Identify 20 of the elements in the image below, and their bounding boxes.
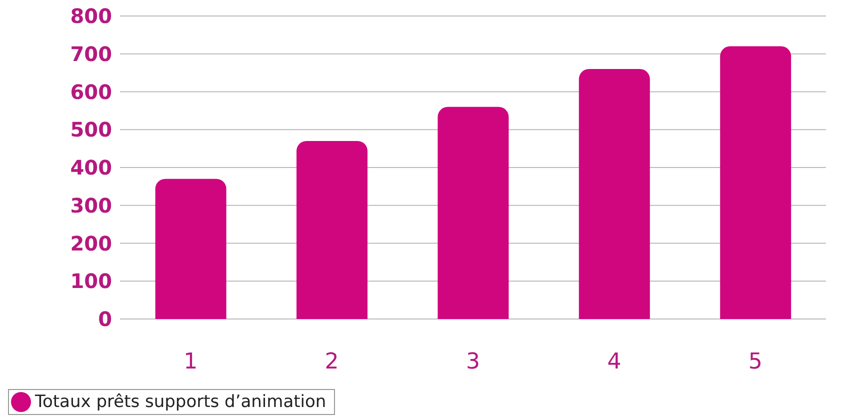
bar [296, 140, 368, 319]
y-tick-label: 200 [70, 231, 112, 256]
x-tick-label: 3 [466, 350, 480, 375]
y-tick-label: 300 [70, 193, 112, 218]
bar [438, 106, 509, 319]
y-tick-label: 800 [70, 4, 112, 28]
bar [578, 69, 650, 319]
x-tick-label: 2 [324, 350, 339, 375]
x-tick-label: 5 [748, 350, 762, 375]
bar [155, 178, 226, 319]
y-tick-label: 100 [70, 269, 112, 294]
y-tick-label: 600 [70, 80, 112, 104]
y-tick-label: 700 [70, 42, 112, 66]
x-tick-label: 1 [184, 350, 198, 375]
x-tick-label: 4 [607, 350, 622, 375]
y-tick-label: 400 [70, 156, 112, 180]
legend-label: Totaux prêts supports d’animation [34, 392, 326, 412]
y-tick-label: 500 [70, 118, 112, 142]
bar [720, 46, 792, 319]
y-tick-label: 0 [98, 307, 112, 332]
